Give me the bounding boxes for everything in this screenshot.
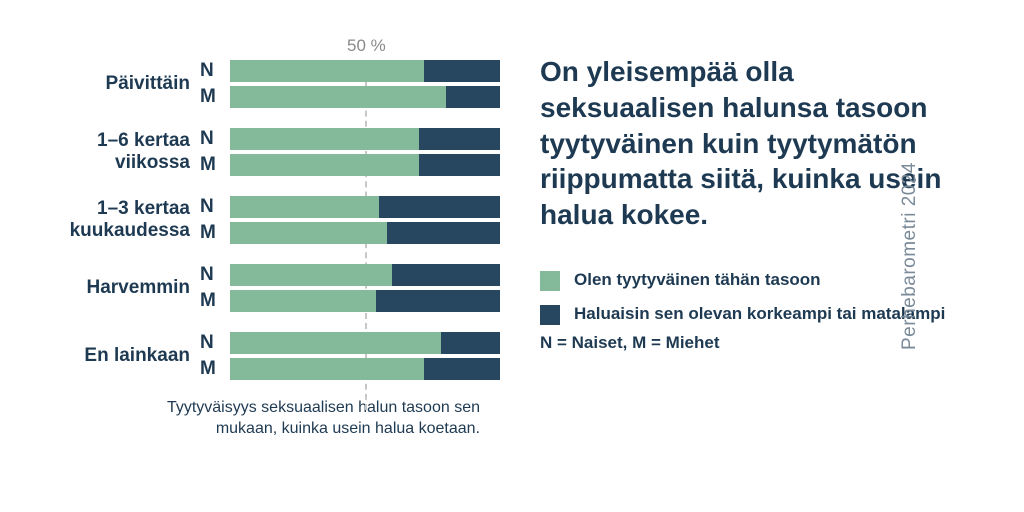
bar-track: [230, 128, 500, 150]
bar-track: [230, 222, 500, 244]
series-label-m: M: [200, 86, 230, 108]
bar-segment-satisfied: [230, 196, 379, 218]
bar-track: [230, 358, 500, 380]
legend-swatch: [540, 305, 560, 325]
bar-segment-satisfied: [230, 358, 424, 380]
bar-segment-satisfied: [230, 290, 376, 312]
legend-label: Haluaisin sen olevan korkeampi tai matal…: [574, 303, 945, 324]
bar-segment-satisfied: [230, 222, 387, 244]
bar-segment-dissatisfied: [424, 60, 500, 82]
bar-track: [230, 290, 500, 312]
bar-segment-dissatisfied: [424, 358, 500, 380]
bar-row-m: M: [200, 222, 510, 244]
figure-container: 50 % PäivittäinNM1–6 kertaa viikossaNM1–…: [0, 0, 1024, 512]
bar-row-m: M: [200, 86, 510, 108]
chart-panel: 50 % PäivittäinNM1–6 kertaa viikossaNM1–…: [30, 30, 510, 482]
series-label-n: N: [200, 332, 230, 354]
source-label: Perhebarometri 2024: [899, 162, 921, 350]
bar-segment-satisfied: [230, 332, 441, 354]
bars-column: NM: [200, 332, 510, 380]
bar-row-m: M: [200, 358, 510, 380]
series-label-n: N: [200, 128, 230, 150]
category-group: En lainkaanNM: [30, 332, 510, 380]
bar-segment-dissatisfied: [392, 264, 500, 286]
series-label-n: N: [200, 196, 230, 218]
bars-column: NM: [200, 196, 510, 244]
bar-segment-dissatisfied: [441, 332, 500, 354]
bar-track: [230, 60, 500, 82]
category-group: 1–6 kertaa viikossaNM: [30, 128, 510, 176]
bars-column: NM: [200, 264, 510, 312]
series-label-m: M: [200, 154, 230, 176]
bars-column: NM: [200, 128, 510, 176]
bar-track: [230, 154, 500, 176]
series-label-m: M: [200, 358, 230, 380]
category-label: 1–3 kertaa kuukaudessa: [30, 198, 200, 242]
bar-segment-dissatisfied: [376, 290, 500, 312]
bar-segment-satisfied: [230, 86, 446, 108]
reference-line-label: 50 %: [347, 36, 386, 56]
legend-swatch: [540, 271, 560, 291]
bars-column: NM: [200, 60, 510, 108]
bar-track: [230, 196, 500, 218]
bar-segment-dissatisfied: [379, 196, 501, 218]
bar-row-n: N: [200, 196, 510, 218]
series-label-m: M: [200, 290, 230, 312]
bar-segment-satisfied: [230, 154, 419, 176]
category-label: Harvemmin: [30, 277, 200, 299]
bar-row-m: M: [200, 290, 510, 312]
bar-row-n: N: [200, 332, 510, 354]
category-label: Päivittäin: [30, 73, 200, 95]
text-panel: On yleisempää olla seksuaalisen halunsa …: [510, 30, 964, 482]
bar-row-n: N: [200, 128, 510, 150]
category-group: 1–3 kertaa kuukaudessaNM: [30, 196, 510, 244]
bar-track: [230, 264, 500, 286]
bar-row-n: N: [200, 60, 510, 82]
chart-caption: Tyytyväisyys seksuaalisen halun tasoon s…: [30, 398, 510, 440]
series-label-n: N: [200, 264, 230, 286]
bar-row-n: N: [200, 264, 510, 286]
bar-segment-dissatisfied: [419, 128, 500, 150]
bar-track: [230, 86, 500, 108]
bar-segment-satisfied: [230, 128, 419, 150]
series-label-n: N: [200, 60, 230, 82]
series-label-m: M: [200, 222, 230, 244]
bar-segment-satisfied: [230, 264, 392, 286]
legend-label: Olen tyytyväinen tähän tasoon: [574, 269, 821, 290]
category-group: PäivittäinNM: [30, 60, 510, 108]
bar-segment-dissatisfied: [387, 222, 500, 244]
category-group: HarvemminNM: [30, 264, 510, 312]
bar-rows: PäivittäinNM1–6 kertaa viikossaNM1–3 ker…: [30, 60, 510, 380]
category-label: En lainkaan: [30, 345, 200, 367]
bar-segment-dissatisfied: [419, 154, 500, 176]
bar-track: [230, 332, 500, 354]
bar-segment-dissatisfied: [446, 86, 500, 108]
bar-row-m: M: [200, 154, 510, 176]
bar-segment-satisfied: [230, 60, 424, 82]
category-label: 1–6 kertaa viikossa: [30, 130, 200, 174]
